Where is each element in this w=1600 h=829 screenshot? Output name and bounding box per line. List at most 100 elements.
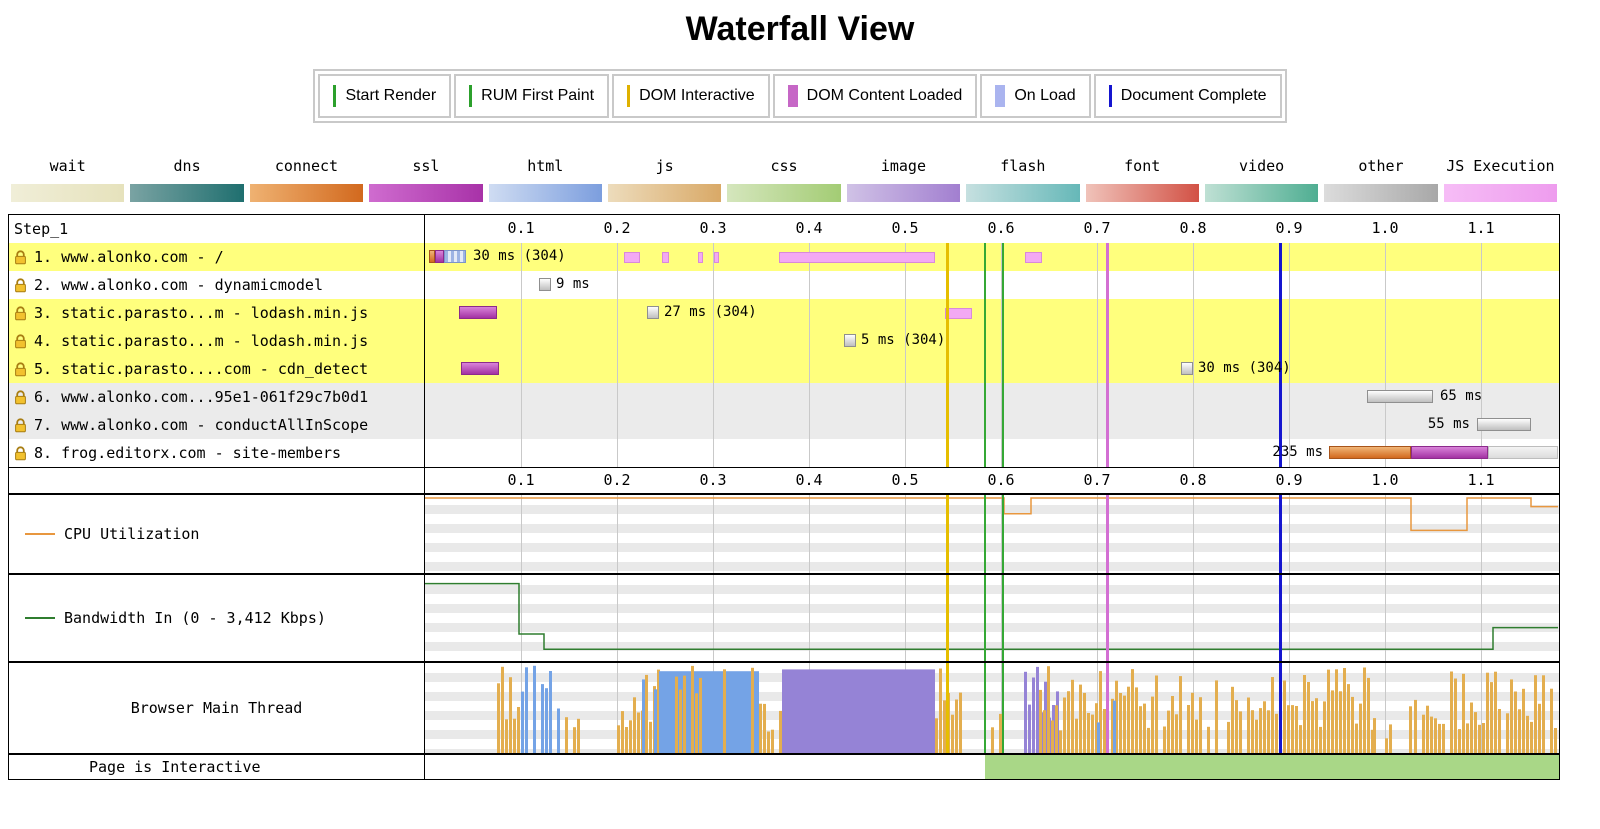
marker-line-dom-interactive [946,355,949,383]
resource-legend-bar [488,184,602,202]
gridline [1289,243,1290,271]
gridline [809,355,810,383]
gridline [1193,411,1194,439]
time-tick: 0.3 [699,471,727,489]
resource-legend-item: css [724,157,843,202]
marker-line-rum-first-paint [1002,383,1004,411]
legend-label: On Load [1014,87,1076,104]
resource-legend-bar [1443,184,1558,202]
gridline [1385,411,1386,439]
page-interactive-label: Page is Interactive [89,758,261,776]
request-bar-gray-light[interactable] [1488,446,1558,459]
gridline [713,495,714,573]
gridline [617,411,618,439]
waterfall-body: 1. www.alonko.com - / 30 ms (304) 2. www.a… [9,243,1559,467]
gridline [1481,243,1482,271]
gridline [1481,383,1482,411]
cpu-chart [425,495,1559,573]
resource-legend-label: wait [49,157,86,175]
request-bar-gray[interactable] [1367,390,1433,403]
resource-legend-label: image [880,157,926,175]
request-timeline: 235 ms [425,439,1559,467]
resource-legend-item: connect [247,157,366,202]
gridline [1193,327,1194,355]
request-row[interactable]: 7. www.alonko.com - conductAllInScope 55 … [9,411,1559,439]
gridline [1385,327,1386,355]
request-bar-jsexec[interactable] [624,252,640,263]
request-bar-gray[interactable] [647,306,659,319]
resource-legend-label: font [1124,157,1161,175]
time-tick: 0.3 [699,219,727,237]
marker-line-document-complete [1279,411,1282,439]
request-bar-gray[interactable] [539,278,551,291]
request-row[interactable]: 2. www.alonko.com - dynamicmodel 9 ms [9,271,1559,299]
gridline [1001,327,1002,355]
gridline [1289,271,1290,299]
request-bar-ssl[interactable] [435,250,444,263]
page-title: Waterfall View [685,10,915,48]
request-row[interactable]: 8. frog.editorx.com - site-members 235 ms [9,439,1559,467]
request-bar-connect[interactable] [1329,446,1411,459]
request-bar-connect[interactable] [429,250,435,263]
gridline [1481,271,1482,299]
gridline [905,327,906,355]
request-bar-gray[interactable] [1181,362,1193,375]
lock-icon [15,417,26,432]
request-bar-gray[interactable] [844,334,856,347]
marker-line-dom-content-loaded [1106,271,1109,299]
bandwidth-label: Bandwidth In (0 - 3,412 Kbps) [64,609,326,627]
marker-line-rum-first-paint [1002,495,1004,573]
marker-line-dom-interactive [946,271,949,299]
marker-legend: Start Render RUM First Paint DOM Interacti… [0,69,1600,123]
resource-legend-bar [846,184,961,202]
resource-legend-bar [130,184,244,202]
request-bar-jsexec[interactable] [698,252,703,263]
gridline [521,439,522,467]
resource-legend-label: other [1358,157,1404,175]
resource-legend-item: video [1202,157,1321,202]
resource-legend-label: flash [1000,157,1046,175]
gridline [713,575,714,661]
resource-legend-bar [1085,184,1199,202]
time-tick: 1.1 [1467,219,1495,237]
request-row[interactable]: 3. static.parasto...m - lodash.min.js 27 … [9,299,1559,327]
request-bar-ssl[interactable] [1411,446,1488,459]
gridline [713,411,714,439]
gridline [1289,383,1290,411]
gridline [713,355,714,383]
time-tick: 0.7 [1083,471,1111,489]
request-bar-jsexec[interactable] [714,252,719,263]
request-row[interactable]: 5. static.parasto....com - cdn_detect 30 … [9,355,1559,383]
marker-line-rum-first-paint [1002,439,1004,467]
gridline [1001,411,1002,439]
marker-line-dom-interactive [946,327,949,355]
request-timeline: 9 ms [425,271,1559,299]
request-row[interactable]: 4. static.parasto...m - lodash.min.js 5 m… [9,327,1559,355]
request-row[interactable]: 6. www.alonko.com...95e1-061f29c7b0d1 65 … [9,383,1559,411]
request-bar-jsexec[interactable] [662,252,669,263]
gridline [1289,299,1290,327]
request-bar-html-striped[interactable] [444,250,466,263]
marker-line-start-render [984,383,986,411]
request-row[interactable]: 1. www.alonko.com - / 30 ms (304) [9,243,1559,271]
resource-legend-label: JS Execution [1446,157,1555,175]
gridline [1193,355,1194,383]
request-bar-jsexec[interactable] [779,252,935,263]
marker-line-start-render [984,439,986,467]
request-bar-ssl[interactable] [459,306,497,319]
marker-line-dom-content-loaded [1106,355,1109,383]
gridline [617,439,618,467]
marker-line-document-complete [1279,271,1282,299]
marker-line-dom-interactive [946,299,949,327]
marker-line-rum-first-paint [1002,575,1004,661]
gridline [617,271,618,299]
request-bar-jsexec[interactable] [945,308,972,319]
gridline [1385,495,1386,573]
waterfall-footer-row: 0.1 0.2 0.3 0.4 0.5 0.6 0.7 0.8 0.9 1.0 1.1 [9,467,1559,493]
gridline [809,299,810,327]
legend-item: DOM Content Loaded [772,74,978,118]
request-bar-gray[interactable] [1477,418,1531,431]
request-bar-ssl[interactable] [461,362,499,375]
request-bar-jsexec[interactable] [1025,252,1042,263]
page-interactive-legend-cell: Page is Interactive [9,755,425,779]
